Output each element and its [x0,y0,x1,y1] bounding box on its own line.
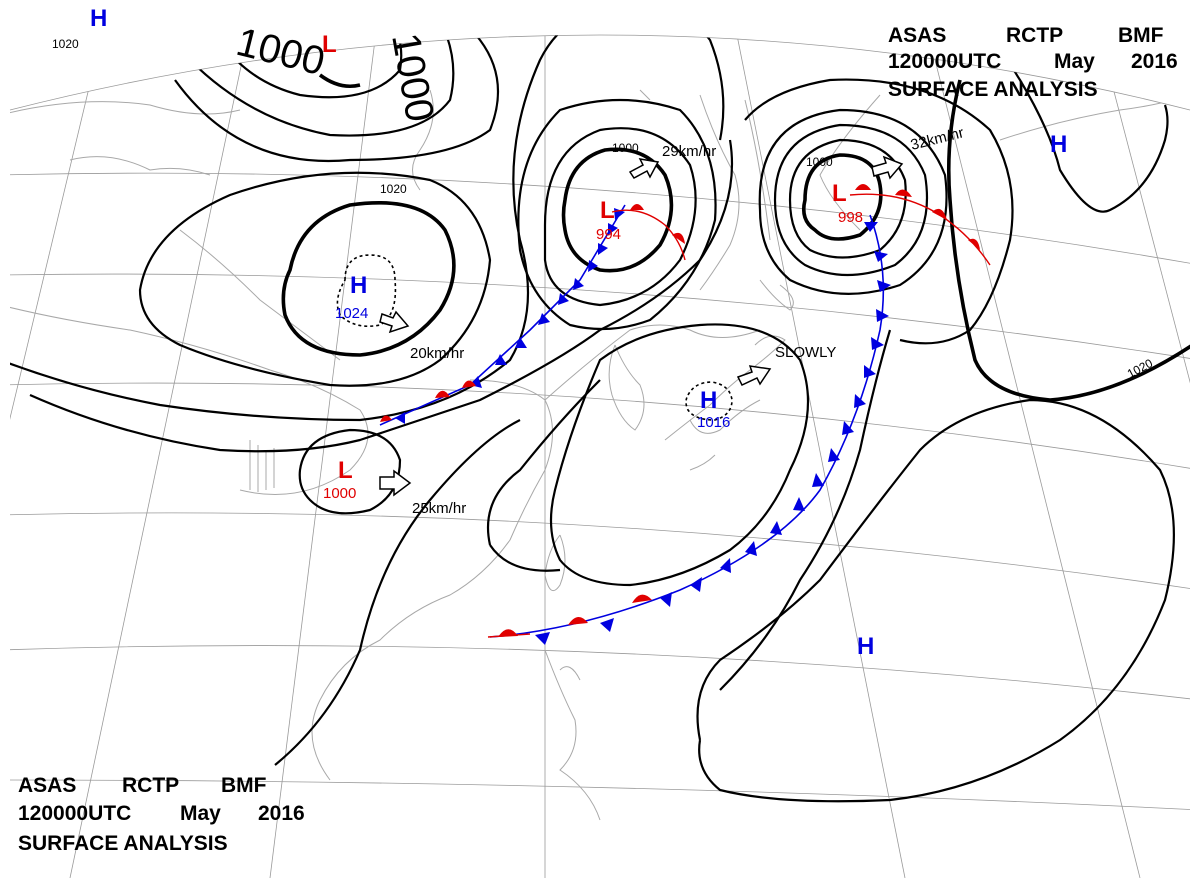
high-symbol-pacific: H [857,633,874,660]
header-top-year: 2016 [1131,50,1178,73]
isobar-label-topleft: 1020 [52,37,79,51]
header-bottom-title: SURFACE ANALYSIS [18,832,228,855]
coastlines [10,89,1190,821]
header-top-code-3: BMF [1118,24,1164,47]
header-bottom: ASAS RCTP BMF 120000UTC May 2016 SURFACE… [18,774,305,855]
low-symbol-top: L [322,31,337,58]
header-bottom-year: 2016 [258,802,305,825]
isobar-label-mongolia: 1020 [380,182,407,196]
isobar-label-big1: 1000 [232,20,329,84]
isobar-label-big2: 1000 [383,30,442,125]
speed-label-mongolia: 20km/hr [410,345,464,362]
isobar-label-east: 1020 [1125,356,1155,381]
arrow-west-icon [379,469,412,497]
header-top-code-2: RCTP [1006,24,1063,47]
header-top-code-1: ASAS [888,24,946,47]
low-symbol-manchuria: L [600,197,615,224]
isobar-label-kuril: 1000 [806,155,833,169]
warm-front-west [380,380,476,422]
warm-front-pacific [487,594,652,638]
speed-label-manchuria: 29km/hr [662,143,716,160]
speed-label-japan: SLOWLY [775,344,836,361]
header-bottom-code-2: RCTP [122,774,179,797]
speed-label-west: 25km/hr [412,500,466,517]
low-value-manchuria: 994 [596,226,621,243]
header-bottom-code-1: ASAS [18,774,76,797]
isobar-label-manchuria: 1000 [612,141,639,155]
header-top-time: 120000UTC [888,50,1001,73]
movement-arrows [379,155,904,497]
header-top-title: SURFACE ANALYSIS [888,78,1098,101]
arrow-kuril-icon [871,155,904,180]
arrow-mongolia-icon [379,310,410,334]
header-bottom-code-3: BMF [221,774,267,797]
cold-front-pacific [489,214,891,645]
low-symbol-west: L [338,457,353,484]
pressure-systems: H L H 1024 L 994 L 998 H L 1000 H 1016 H [90,5,1067,660]
header-bottom-time: 120000UTC [18,802,131,825]
header-top-month: May [1054,50,1095,73]
low-value-west: 1000 [323,485,356,502]
low-symbol-kuril: L [832,180,847,207]
header-bottom-month: May [180,802,221,825]
high-value-japan: 1016 [697,414,730,431]
high-symbol-japan: H [700,387,717,414]
warm-front-kuril [849,184,991,266]
high-symbol-topleft: H [90,5,107,32]
arrow-japan-icon [736,365,772,386]
high-value-mongolia: 1024 [335,305,368,322]
warm-front-manchuria [611,204,686,261]
arrow-manchuria-icon [628,158,660,179]
high-symbol-mongolia: H [350,272,367,299]
high-symbol-east: H [1050,131,1067,158]
low-value-kuril: 998 [838,209,863,226]
header-top: ASAS RCTP BMF 120000UTC May 2016 SURFACE… [888,24,1178,101]
